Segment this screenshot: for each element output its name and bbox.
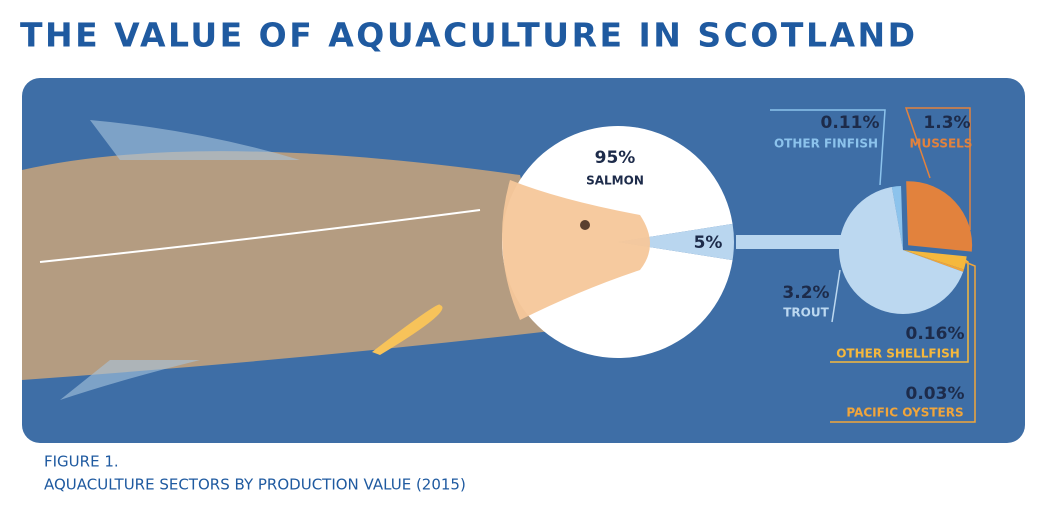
slice bbox=[906, 181, 973, 252]
value-label: 3.2% bbox=[782, 283, 829, 303]
slice bbox=[839, 186, 964, 314]
value-label: 5% bbox=[694, 233, 723, 253]
leaders bbox=[770, 107, 976, 423]
category-label: TROUT bbox=[783, 306, 829, 320]
value-label: 95% bbox=[595, 148, 636, 168]
slice bbox=[891, 186, 903, 250]
slice bbox=[618, 223, 734, 261]
value-label: 0.11% bbox=[821, 113, 880, 133]
salmon-head bbox=[502, 180, 650, 320]
fin bbox=[60, 360, 200, 400]
title: THE VALUE OF AQUACULTURE IN SCOTLAND bbox=[20, 16, 918, 55]
fin bbox=[372, 304, 443, 355]
category-label: SALMON bbox=[586, 174, 644, 188]
category-label: PACIFIC OYSTERS bbox=[846, 406, 963, 420]
category-label: MUSSELS bbox=[910, 137, 973, 151]
value-label: 0.16% bbox=[906, 324, 965, 344]
category-label: OTHER SHELLFISH bbox=[836, 347, 960, 361]
value-label: 1.3% bbox=[923, 113, 970, 133]
caption: AQUACULTURE SECTORS BY PRODUCTION VALUE … bbox=[44, 476, 466, 494]
sub-pie bbox=[839, 181, 973, 314]
line-art bbox=[39, 209, 481, 263]
slice bbox=[903, 250, 967, 270]
category-label: OTHER FINFISH bbox=[774, 137, 878, 151]
slice bbox=[903, 250, 964, 272]
figure-label: FIGURE 1. bbox=[44, 453, 119, 471]
eye bbox=[580, 220, 590, 230]
value-label: 0.03% bbox=[906, 384, 965, 404]
fin bbox=[90, 120, 300, 160]
